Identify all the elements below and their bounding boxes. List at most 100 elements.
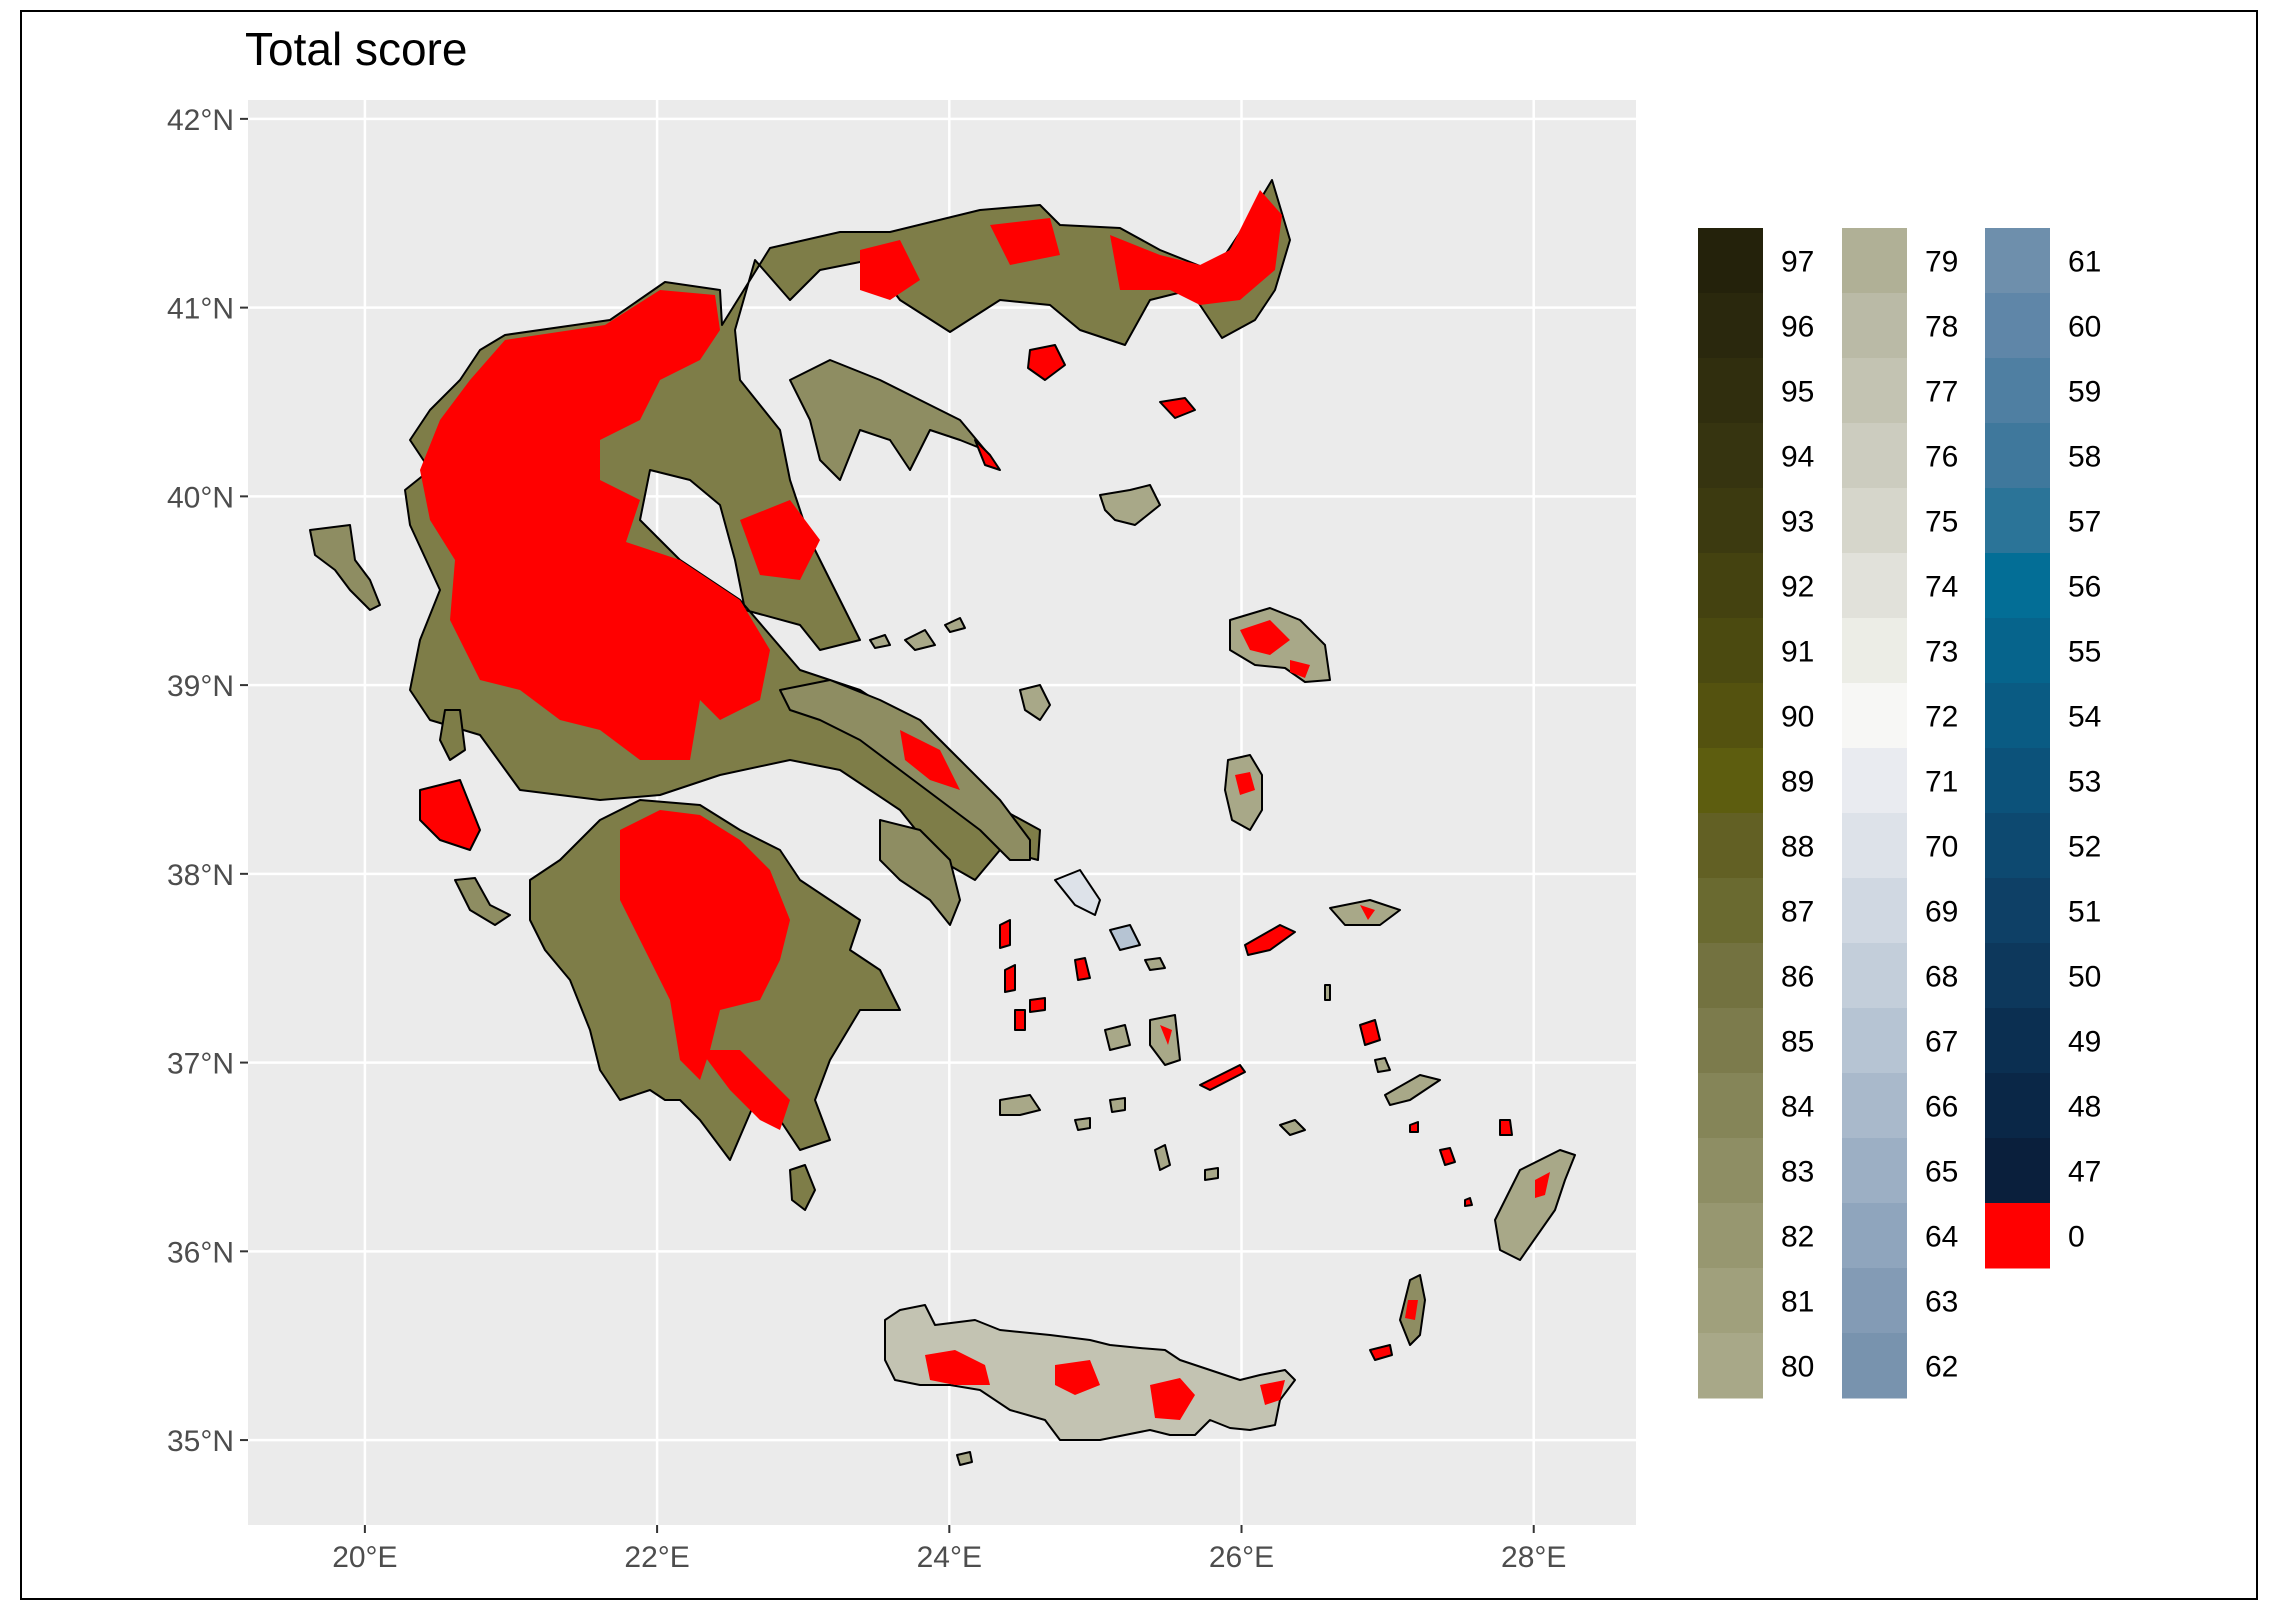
legend-label: 51 xyxy=(2068,896,2101,929)
zakynthos xyxy=(454,877,511,926)
legend-label: 76 xyxy=(1925,441,1958,474)
serifos xyxy=(1029,997,1046,1013)
chios-red xyxy=(1235,772,1255,795)
anafi xyxy=(1204,1167,1219,1181)
mainland-red-zone xyxy=(420,290,720,760)
longitude-axis: 20°E 22°E 24°E 26°E 28°E xyxy=(332,1525,1566,1574)
legend-key xyxy=(1842,423,1907,489)
rhodes xyxy=(1494,1149,1576,1261)
amorgos xyxy=(1199,1064,1246,1091)
leros xyxy=(1359,1019,1381,1046)
attica xyxy=(879,819,961,926)
folegandros xyxy=(1074,1117,1091,1131)
patmos xyxy=(1324,984,1331,1001)
legend-key xyxy=(1698,878,1763,944)
legend-label: 60 xyxy=(2068,311,2101,344)
legend-key xyxy=(1985,228,2050,294)
syros xyxy=(1074,957,1091,981)
legend-label: 58 xyxy=(2068,441,2101,474)
skiathos xyxy=(869,634,891,649)
figure-frame xyxy=(20,10,2258,1600)
legend-label: 91 xyxy=(1781,636,1814,669)
legend-key xyxy=(1842,813,1907,879)
symi xyxy=(1499,1119,1513,1136)
score-legend: 97 96 95 94 93 92 91 90 89 88 87 86 85 84 83 82 81 80 79 78… xyxy=(1698,228,2101,1399)
legend-label: 95 xyxy=(1781,376,1814,409)
legend-key xyxy=(1985,553,2050,619)
legend-label: 97 xyxy=(1781,246,1814,279)
lon-tick-label: 22°E xyxy=(624,1541,689,1574)
tinos xyxy=(1109,924,1141,951)
legend-label: 75 xyxy=(1925,506,1958,539)
lesvos-red xyxy=(1240,620,1310,678)
kalymnos xyxy=(1374,1057,1391,1073)
legend-label: 63 xyxy=(1925,1286,1958,1319)
ios xyxy=(1109,1097,1126,1113)
legend-label: 72 xyxy=(1925,701,1958,734)
legend-label: 48 xyxy=(2068,1091,2101,1124)
mykonos xyxy=(1144,957,1166,971)
latitude-axis: 42°N 41°N 40°N 39°N 38°N 37°N 36°N 35°N xyxy=(167,104,248,1458)
legend-label: 81 xyxy=(1781,1286,1814,1319)
legend-key xyxy=(1985,1138,2050,1204)
legend-key xyxy=(1698,358,1763,424)
legend-key xyxy=(1842,488,1907,554)
alonissos xyxy=(944,617,966,633)
kea xyxy=(999,919,1011,949)
ikaria xyxy=(1244,924,1296,956)
legend-key xyxy=(1842,358,1907,424)
legend-key xyxy=(1985,358,2050,424)
kefalonia xyxy=(419,779,481,851)
karpathos-red xyxy=(1405,1300,1418,1320)
legend-label: 88 xyxy=(1781,831,1814,864)
legend-key xyxy=(1842,618,1907,684)
legend-label: 67 xyxy=(1925,1026,1958,1059)
crete-red xyxy=(925,1350,1285,1420)
legend-key xyxy=(1842,748,1907,814)
corfu xyxy=(309,524,381,611)
legend-label: 83 xyxy=(1781,1156,1814,1189)
legend-key xyxy=(1985,293,2050,359)
legend-label: 55 xyxy=(2068,636,2101,669)
legend-key xyxy=(1698,1333,1763,1399)
paros xyxy=(1104,1024,1131,1051)
legend-label: 80 xyxy=(1781,1351,1814,1384)
legend-key xyxy=(1842,553,1907,619)
astypalaia xyxy=(1279,1119,1306,1136)
gavdos xyxy=(956,1451,973,1466)
milos xyxy=(999,1094,1041,1116)
legend-key xyxy=(1698,683,1763,749)
legend-key xyxy=(1698,813,1763,879)
karpathos-saria xyxy=(1464,1197,1473,1207)
legend-label: 64 xyxy=(1925,1221,1958,1254)
legend-label: 78 xyxy=(1925,311,1958,344)
legend-label: 92 xyxy=(1781,571,1814,604)
legend-key xyxy=(1842,1203,1907,1269)
lon-tick-label: 28°E xyxy=(1501,1541,1566,1574)
legend-key xyxy=(1842,683,1907,749)
thasos xyxy=(1027,344,1066,381)
rhodes-red xyxy=(1535,1172,1550,1198)
lat-tick-label: 40°N xyxy=(167,481,234,514)
lat-tick-label: 37°N xyxy=(167,1048,234,1081)
limnos xyxy=(1099,484,1161,526)
legend-label: 56 xyxy=(2068,571,2101,604)
legend-key xyxy=(1985,878,2050,944)
legend-key xyxy=(1698,1203,1763,1269)
map-title: Total score xyxy=(245,23,468,75)
legend-key xyxy=(1842,1268,1907,1334)
legend-key xyxy=(1698,423,1763,489)
legend-key xyxy=(1842,1008,1907,1074)
legend-label: 89 xyxy=(1781,766,1814,799)
skopelos xyxy=(904,629,936,651)
legend-label: 50 xyxy=(2068,961,2101,994)
legend-key xyxy=(1698,293,1763,359)
legend-key xyxy=(1842,943,1907,1009)
lefkada xyxy=(439,709,466,761)
legend-key xyxy=(1842,293,1907,359)
legend-label: 54 xyxy=(2068,701,2101,734)
legend-label: 52 xyxy=(2068,831,2101,864)
legend-label: 85 xyxy=(1781,1026,1814,1059)
lat-tick-label: 39°N xyxy=(167,670,234,703)
